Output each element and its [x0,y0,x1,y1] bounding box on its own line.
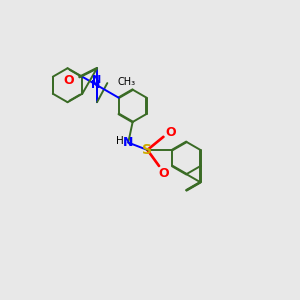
Text: N: N [91,80,100,90]
Text: H: H [116,136,123,146]
Text: CH₃: CH₃ [118,76,136,87]
Text: N: N [92,75,102,85]
Text: O: O [158,167,169,180]
Text: N: N [123,136,134,149]
Text: O: O [166,126,176,139]
Text: O: O [64,74,74,86]
Text: S: S [142,143,152,157]
